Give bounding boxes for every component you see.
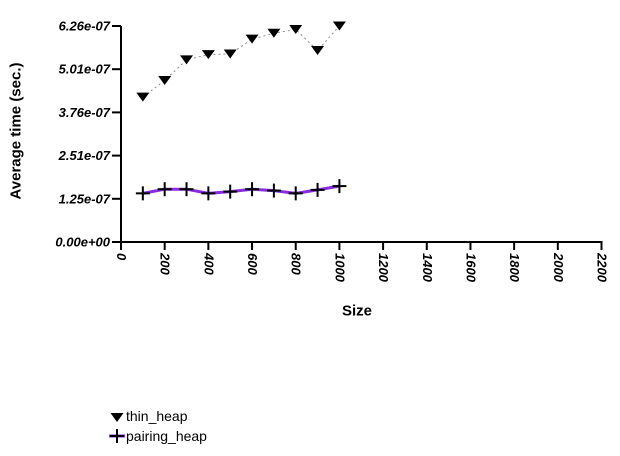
legend-item-thin-heap: thin_heap (109, 406, 207, 426)
triangle-down-marker (223, 49, 237, 59)
x-tick-label: 400 (201, 252, 216, 275)
x-axis-ticks: 0 200 400 600 800 1000 1200 1400 1600 1800 2000 220… (114, 242, 610, 283)
y-axis-title: Average time (sec.) (7, 62, 25, 200)
x-tick-label: 600 (245, 253, 260, 275)
axes (120, 26, 603, 250)
x-tick-label: 2200 (595, 252, 610, 283)
x-tick-label: 1400 (420, 253, 435, 283)
x-tick-label: 2000 (551, 252, 566, 283)
triangle-down-marker (245, 34, 259, 44)
legend-label-thin-heap: thin_heap (126, 408, 188, 424)
series-thin_heap (136, 21, 346, 102)
x-tick-label: 800 (289, 253, 304, 275)
plus-marker-icon (109, 429, 125, 443)
legend: thin_heap pairing_heap (109, 406, 207, 446)
y-tick-label: 5.01e-07 (59, 62, 111, 77)
triangle-down-marker (158, 76, 172, 86)
x-tick-label: 1800 (507, 253, 522, 283)
series-pairing_heap (135, 179, 347, 201)
legend-label-pairing-heap: pairing_heap (126, 428, 207, 444)
triangle-down-marker (289, 24, 303, 34)
y-tick-label: 3.76e-07 (59, 105, 111, 120)
y-tick-label: 0.00e+00 (55, 235, 110, 250)
y-axis-ticks: 0.00e+00 1.25e-07 2.51e-07 3.76e-07 5.01e-07… (55, 19, 121, 250)
thin_heap-line (142, 25, 340, 98)
pairing_heap-line (142, 184, 340, 195)
triangle-down-marker (180, 55, 194, 65)
x-tick-label: 1600 (463, 253, 478, 283)
triangle-down-marker (136, 92, 150, 102)
triangle-down-marker (311, 45, 325, 55)
triangle-down-marker (267, 28, 281, 38)
y-tick-label: 1.25e-07 (59, 191, 111, 206)
y-tick-label: 2.51e-07 (58, 148, 111, 163)
x-tick-label: 0 (114, 253, 129, 261)
triangle-down-icon (110, 413, 124, 422)
triangle-down-marker (332, 21, 346, 31)
x-tick-label: 1200 (376, 253, 391, 283)
x-axis-title: Size (341, 302, 373, 320)
legend-item-pairing-heap: pairing_heap (109, 426, 207, 446)
y-tick-label: 6.26e-07 (59, 19, 111, 34)
triangle-down-marker (201, 50, 215, 60)
x-tick-label: 200 (158, 252, 173, 275)
x-tick-label: 1000 (332, 253, 347, 283)
